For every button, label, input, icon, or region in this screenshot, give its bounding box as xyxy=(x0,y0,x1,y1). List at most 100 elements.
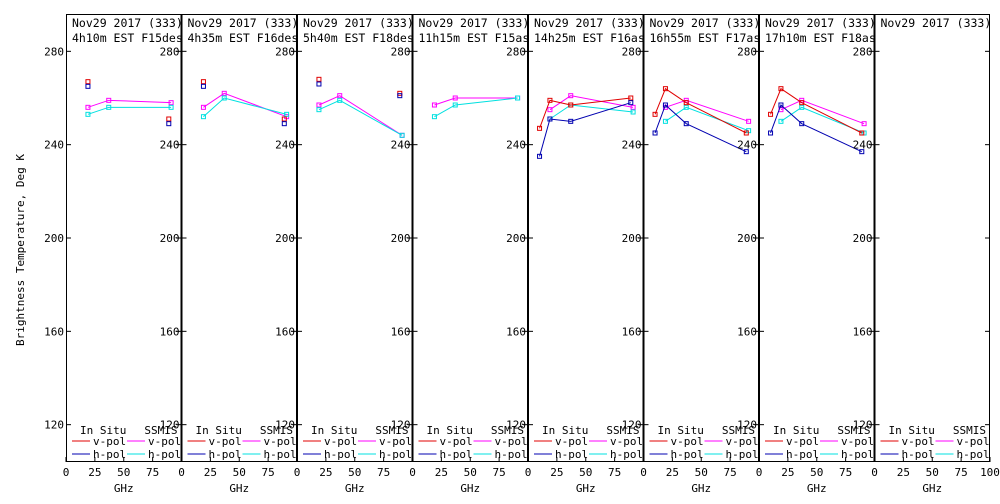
x-tick-label: 25 xyxy=(204,466,217,479)
y-axis-label: Brightness Temperature, Deg K xyxy=(14,154,27,346)
data-point-ssmis_h xyxy=(168,104,174,110)
y-tick-label: 120 xyxy=(44,419,64,432)
y-tick-label: 120 xyxy=(506,419,526,432)
x-tick-label: 75 xyxy=(839,466,852,479)
x-tick-label: 25 xyxy=(550,466,563,479)
legend-insitu-h-label: h-pol xyxy=(786,448,819,461)
legend-insitu-title: In Situ xyxy=(889,424,935,437)
legend-ssmis-title: SSMIS xyxy=(837,424,870,437)
x-tick-label: 50 xyxy=(579,466,592,479)
data-point-insitu_v xyxy=(683,100,689,106)
series-line-insitu_h xyxy=(654,104,747,153)
x-tick-label: 0 xyxy=(294,466,301,479)
data-point-insitu_h xyxy=(799,121,805,127)
data-point-ssmis_h xyxy=(452,102,458,108)
data-point-ssmis_v xyxy=(200,104,206,110)
legend-insitu-title: In Situ xyxy=(80,424,126,437)
legend-ssmis-h-label: h-pol xyxy=(610,448,643,461)
data-point-ssmis_h xyxy=(683,104,689,110)
data-point-ssmis_h xyxy=(221,95,227,101)
x-tick-label: 0 xyxy=(63,466,70,479)
legend-insitu-title: In Situ xyxy=(658,424,704,437)
data-point-ssmis_h xyxy=(662,118,668,124)
legend-insitu-v-label: v-pol xyxy=(324,435,357,448)
x-tick-label: 50 xyxy=(695,466,708,479)
x-tick-label: 0 xyxy=(756,466,763,479)
legend-ssmis-v-label: v-pol xyxy=(148,435,181,448)
data-point-insitu_h xyxy=(200,83,206,89)
series-line-ssmis_h xyxy=(780,106,865,134)
y-tick-label: 280 xyxy=(853,45,873,58)
legend-insitu-v-label: v-pol xyxy=(209,435,242,448)
data-point-insitu_h xyxy=(85,83,91,89)
legend-ssmis-v-label: v-pol xyxy=(957,435,990,448)
x-tick-label: 50 xyxy=(464,466,477,479)
data-point-insitu_h xyxy=(537,153,543,159)
data-point-insitu_v xyxy=(778,86,784,92)
legend-ssmis-title: SSMIS xyxy=(953,424,986,437)
data-point-insitu_v xyxy=(859,130,865,136)
data-point-ssmis_v xyxy=(85,104,91,110)
y-tick-label: 160 xyxy=(44,325,64,338)
data-point-insitu_v xyxy=(568,102,574,108)
x-tick-label: 75 xyxy=(493,466,506,479)
series-line-insitu_v xyxy=(654,87,747,134)
legend-ssmis-v-label: v-pol xyxy=(610,435,643,448)
panel-title-time: 4h10m EST F15des xyxy=(72,31,183,45)
panel-title-date: Nov29 2017 (333) xyxy=(303,16,414,30)
y-tick-label: 160 xyxy=(622,325,642,338)
legend-ssmis-title: SSMIS xyxy=(491,424,524,437)
panel-title-time: 17h10m EST F18asc xyxy=(765,31,883,45)
y-tick-label: 240 xyxy=(44,139,64,152)
data-point-insitu_v xyxy=(662,86,668,92)
panel-title-date: Nov29 2017 (333) xyxy=(650,16,761,30)
legend-ssmis-h-label: h-pol xyxy=(957,448,990,461)
panel-7: 120 160 200 240 280 0 25 50 75 GHz Nov29 2017 (333… xyxy=(737,14,883,495)
data-point-ssmis_h xyxy=(399,132,405,138)
series-line-ssmis_v xyxy=(665,99,749,122)
data-point-ssmis_v xyxy=(221,90,227,96)
y-tick-label: 280 xyxy=(391,45,411,58)
x-tick-label: 75 xyxy=(262,466,275,479)
panel-title-time: 4h35m EST F16des xyxy=(188,31,299,45)
y-tick-label: 240 xyxy=(506,139,526,152)
legend-insitu-h-label: h-pol xyxy=(440,448,473,461)
data-point-insitu_v xyxy=(743,130,749,136)
legend-ssmis-v-label: v-pol xyxy=(379,435,412,448)
legend-ssmis-h-label: h-pol xyxy=(495,448,528,461)
panel-title-time: 11h15m EST F15asc xyxy=(419,31,537,45)
x-axis-label: GHz xyxy=(922,482,942,495)
data-point-insitu_v xyxy=(85,79,91,85)
legend-insitu-v-label: v-pol xyxy=(786,435,819,448)
data-point-ssmis_v xyxy=(168,100,174,106)
y-tick-label: 240 xyxy=(853,139,873,152)
legend-insitu-title: In Situ xyxy=(196,424,242,437)
data-point-insitu_v xyxy=(166,116,172,122)
x-tick-label: 50 xyxy=(926,466,939,479)
panels-group: 120 160 200 240 280 0 25 50 75 GHz Nov29 2017 (333… xyxy=(44,14,1000,495)
data-point-ssmis_h xyxy=(431,114,437,120)
legend-ssmis-title: SSMIS xyxy=(606,424,639,437)
legend-ssmis-v-label: v-pol xyxy=(726,435,759,448)
panel-title-group: Nov29 2017 (333)4h35m EST F16des xyxy=(188,16,299,45)
y-tick-label: 160 xyxy=(506,325,526,338)
panel-title-date: Nov29 2017 (333) xyxy=(534,16,645,30)
x-tick-label: 25 xyxy=(666,466,679,479)
panel-title-date: Nov29 2017 (333) xyxy=(188,16,299,30)
y-tick-label: 280 xyxy=(506,45,526,58)
series-line-ssmis_h xyxy=(665,106,749,132)
data-point-ssmis_v xyxy=(861,121,867,127)
panel-title-date: Nov29 2017 (333) xyxy=(72,16,183,30)
legend-insitu-title: In Situ xyxy=(427,424,473,437)
legend-ssmis-h-label: h-pol xyxy=(726,448,759,461)
data-point-insitu_v xyxy=(768,111,774,117)
y-tick-label: 240 xyxy=(160,139,180,152)
y-tick-label: 200 xyxy=(391,232,411,245)
data-point-ssmis_v xyxy=(746,118,752,124)
y-tick-label: 240 xyxy=(622,139,642,152)
data-point-insitu_v xyxy=(200,79,206,85)
panel-title-time: 16h55m EST F17asc xyxy=(650,31,768,45)
legend-ssmis-v-label: v-pol xyxy=(495,435,528,448)
data-point-insitu_h xyxy=(547,116,553,122)
